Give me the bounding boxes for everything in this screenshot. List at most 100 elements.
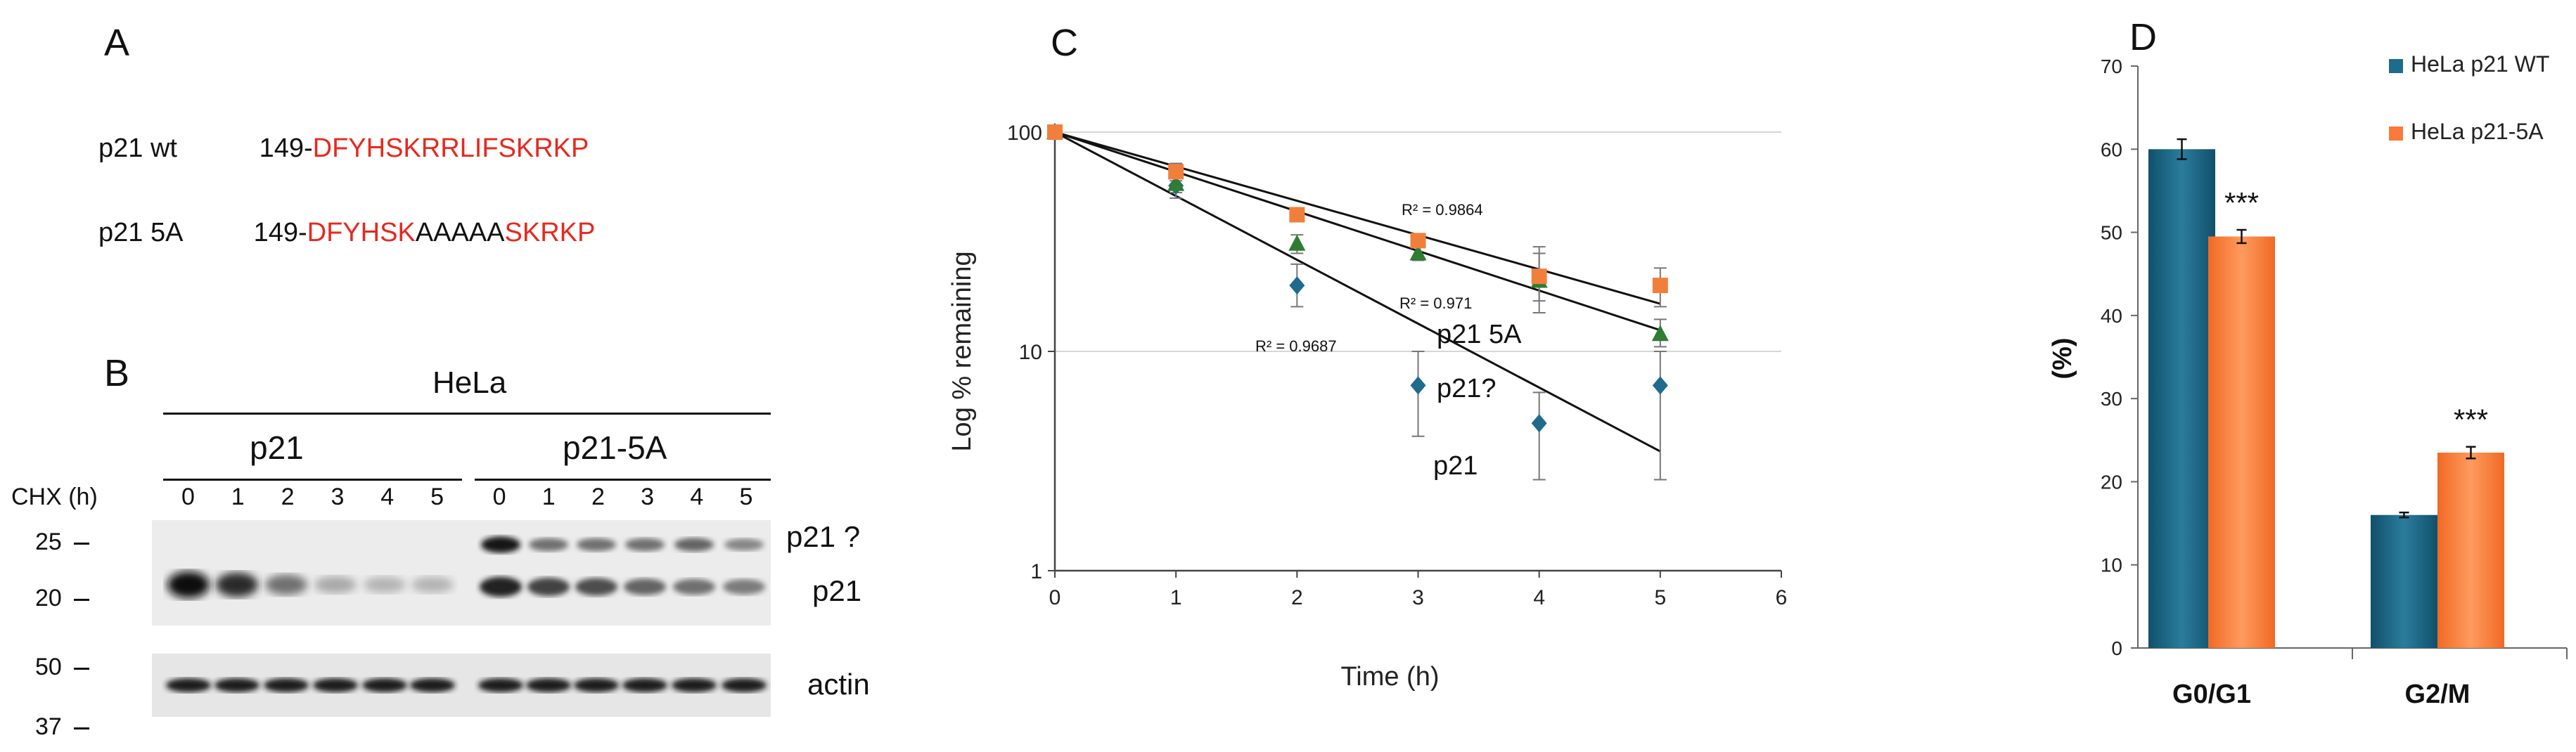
sequence-name: p21 5A — [98, 218, 184, 247]
data-point-p21 — [1652, 376, 1668, 395]
blot-band-actin — [722, 678, 767, 692]
timepoint: 1 — [231, 484, 245, 510]
panel-b: B HeLa p21 p21-5A CHX (h) 0 1 2 3 4 5 0 … — [0, 323, 872, 752]
data-point-p21-5a — [1289, 207, 1305, 223]
x-tick-label: 0 — [1049, 586, 1061, 609]
r2-annotation: R² = 0.9687 — [1255, 337, 1337, 355]
data-point-p21 — [1410, 376, 1426, 395]
series-label: p21 5A — [1437, 320, 1522, 349]
timepoint: 0 — [181, 484, 195, 510]
significance-marker: *** — [2454, 403, 2488, 436]
blot-band-p21-wt — [364, 576, 406, 593]
blot-band-p21-wt — [314, 576, 357, 593]
series-label: p21? — [1437, 374, 1497, 403]
panel-a-label: A — [104, 22, 130, 64]
timepoints-5a: 0 1 2 3 4 5 — [475, 484, 771, 511]
y-tick-label: 40 — [2101, 305, 2122, 327]
x-tick-label: 6 — [1776, 586, 1788, 609]
blot-band-p21-5a — [575, 578, 617, 596]
timepoint: 3 — [331, 484, 345, 510]
sequence-prefix: 149- — [253, 218, 307, 247]
blot-band-p21q-5a — [481, 536, 520, 553]
sequence-name: p21 wt — [98, 134, 177, 163]
data-point-p21q — [1288, 234, 1306, 251]
group-line-wt — [163, 479, 462, 481]
mw-marker: 25 — [35, 529, 90, 556]
y-tick-label: 20 — [2101, 471, 2122, 493]
blot-band-p21-wt — [265, 574, 307, 595]
x-tick-label: 2 — [1291, 586, 1303, 609]
blot-band-actin — [214, 678, 259, 692]
blot-p21 — [152, 520, 771, 717]
category-label: G0/G1 — [2172, 680, 2251, 709]
trendline — [1054, 131, 1661, 453]
y-tick-label: 0 — [2111, 637, 2122, 659]
y-tick-label: 60 — [2101, 138, 2122, 160]
r2-annotation: R² = 0.9864 — [1402, 201, 1483, 219]
band-label-p21: p21 — [812, 574, 862, 607]
sequence-row-5a: p21 5A 149-DFYHSKAAAAASKRKP — [98, 218, 595, 248]
panel-c-label: C — [1051, 22, 1078, 64]
data-point-p21-5a — [1168, 164, 1184, 180]
timepoint: 2 — [591, 484, 605, 510]
data-point-p21-5a — [1410, 233, 1426, 249]
blot-band-p21-5a — [480, 576, 522, 597]
panel-c: C 1 10 100 0 1 2 3 4 5 6 Time (h) Log % remaining p2… — [907, 0, 1821, 752]
chart-d: 0 10 20 30 40 50 60 70 (%) *** G0/G1 *** G2/M HeLa p2… — [2048, 51, 2568, 709]
blot-band-p21q-5a — [529, 538, 568, 552]
sequence-segment: DFYHSKRRLIFSKRKP — [312, 134, 589, 163]
blot-band-actin — [313, 678, 358, 692]
mw-marker: 50 — [35, 654, 90, 681]
blot-band-actin — [574, 678, 619, 692]
blot-band-actin — [622, 678, 667, 692]
band-label-p21q: p21 ? — [786, 520, 861, 553]
blot-band-actin — [166, 678, 211, 692]
timepoint: 0 — [492, 484, 506, 510]
data-point-p21q — [1167, 174, 1185, 191]
timepoint: 4 — [380, 484, 395, 510]
blot-band-actin — [410, 678, 455, 692]
legend-swatch — [2389, 127, 2403, 141]
blot-band-p21-5a — [673, 578, 715, 595]
sequence-segment: DFYHSK — [307, 218, 416, 247]
timepoint: 1 — [542, 484, 556, 510]
timepoints-wt: 0 1 2 3 4 5 — [163, 484, 462, 511]
sequence-row-wt: p21 wt 149-DFYHSKRRLIFSKRKP — [98, 134, 589, 164]
blot-band-actin — [362, 678, 407, 692]
blot-band-p21-5a — [527, 578, 570, 596]
bar — [2208, 236, 2275, 648]
data-point-p21-5a — [1652, 278, 1668, 294]
legend-swatch — [2389, 59, 2403, 73]
y-tick-label: 10 — [2101, 555, 2122, 576]
group-label-5a: p21-5A — [563, 429, 667, 466]
blot-band-actin — [672, 678, 717, 692]
y-tick-label: 70 — [2101, 56, 2122, 77]
sequence-prefix: 149- — [259, 134, 313, 163]
blot-band-p21-wt — [216, 572, 258, 597]
y-axis-label: Log % remaining — [947, 251, 977, 451]
blot-band-p21q-5a — [674, 538, 714, 552]
series-label: p21 — [1433, 451, 1478, 481]
panel-a: A p21 wt 149-DFYHSKRRLIFSKRKP p21 5A 149… — [0, 0, 774, 323]
data-point-p21-5a — [1531, 268, 1547, 285]
data-point-p21 — [1289, 276, 1305, 295]
x-tick-label: 4 — [1533, 586, 1545, 609]
y-tick-label: 30 — [2101, 388, 2122, 410]
timepoint: 2 — [281, 484, 295, 510]
x-tick-label: 3 — [1412, 586, 1424, 609]
sequence-segment: SKRKP — [504, 218, 596, 247]
y-tick-label: 1 — [1030, 560, 1042, 583]
blot-band-p21-5a — [624, 578, 666, 595]
blot-band-actin — [478, 678, 523, 692]
trendline — [1054, 131, 1661, 305]
blot-band-p21q-5a — [577, 538, 616, 552]
legend-label: HeLa p21 WT — [2411, 51, 2549, 77]
panel-b-label: B — [104, 352, 130, 394]
header-line — [163, 413, 771, 415]
group-label-wt: p21 — [250, 429, 304, 466]
timepoint: 5 — [739, 484, 753, 510]
bar — [2371, 514, 2437, 648]
mw-marker: 20 — [35, 585, 90, 612]
mw-marker: 37 — [35, 713, 90, 741]
time-axis-label: CHX (h) — [11, 484, 98, 510]
